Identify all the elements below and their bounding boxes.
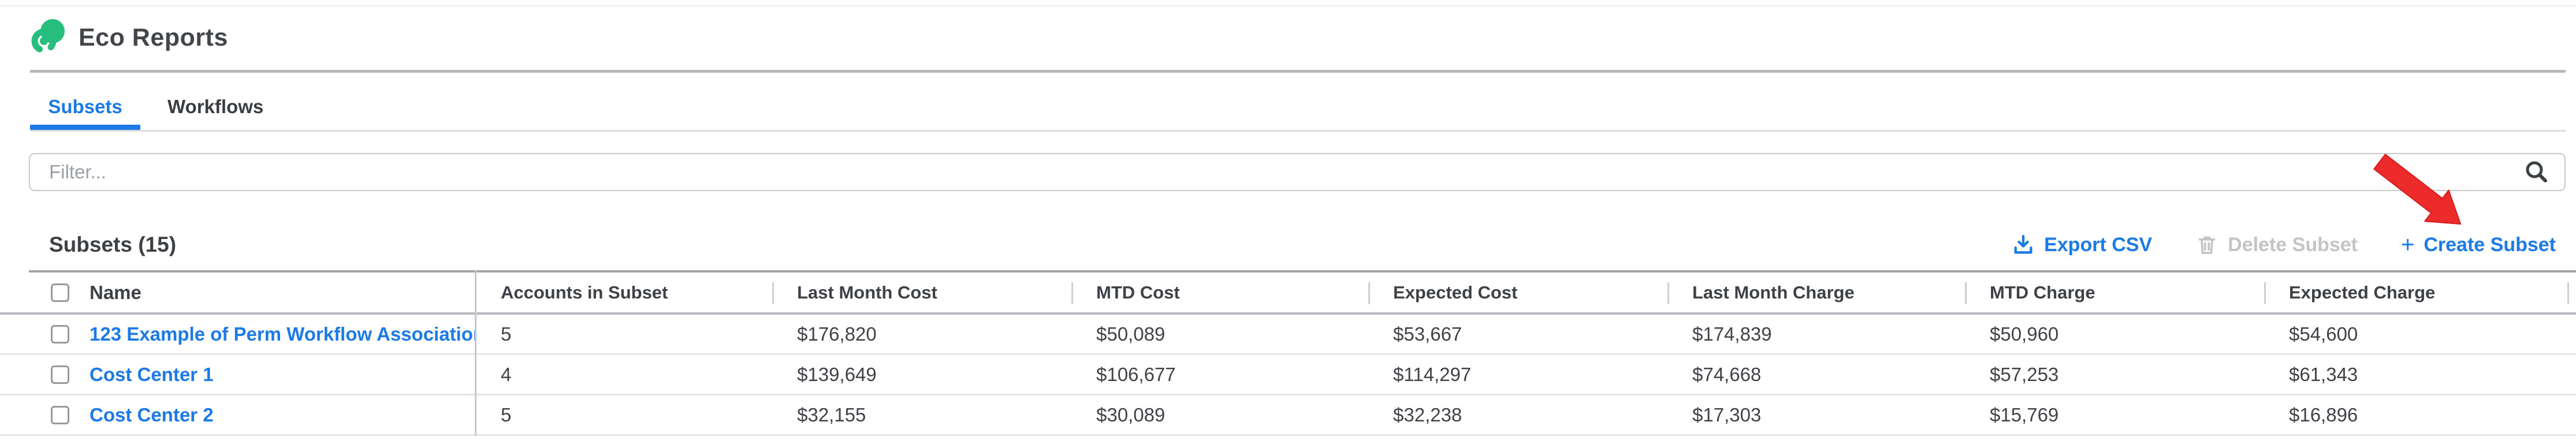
column-header-expected-cost[interactable]: Expected Cost: [1368, 272, 1667, 312]
column-header-last-month-charge-label: Last Month Charge: [1692, 282, 1855, 303]
tab-subsets-label: Subsets: [48, 96, 122, 117]
tab-bar: Subsets Workflows: [30, 89, 263, 124]
table-top-border: [29, 270, 2576, 272]
last-month-cost-cell: $32,155: [797, 404, 866, 425]
tabbar-baseline: [30, 130, 2566, 132]
filter-box: [29, 153, 2566, 191]
delete-subset-label: Delete Subset: [2228, 233, 2358, 256]
column-header-last-month-charge[interactable]: Last Month Charge: [1667, 272, 1965, 312]
table-row: Cost Center 1 4 $139,649 $106,677 $114,2…: [0, 355, 2576, 395]
export-csv-button[interactable]: Export CSV: [2012, 233, 2152, 256]
last-month-charge-cell: $17,303: [1692, 404, 1762, 425]
mtd-cost-cell: $50,089: [1096, 323, 1166, 345]
header-divider: [30, 70, 2566, 73]
mtd-charge-cell: $15,769: [1990, 404, 2059, 425]
column-header-expected-charge[interactable]: Expected Charge: [2264, 272, 2576, 312]
app-header: Eco Reports: [29, 19, 228, 56]
top-hairline: [0, 5, 2576, 6]
expected-charge-cell: $61,343: [2289, 363, 2358, 385]
trash-icon: [2198, 236, 2216, 254]
search-icon[interactable]: [2523, 159, 2549, 185]
column-header-accounts[interactable]: Accounts in Subset: [475, 272, 772, 312]
column-header-accounts-label: Accounts in Subset: [501, 282, 668, 303]
active-tab-underline: [30, 125, 140, 130]
mtd-cost-cell: $30,089: [1096, 404, 1166, 425]
page-title: Eco Reports: [79, 23, 228, 51]
column-header-expected-cost-label: Expected Cost: [1393, 282, 1518, 303]
column-header-mtd-cost-label: MTD Cost: [1096, 282, 1180, 303]
subsets-table: Name Accounts in Subset Last Month Cost …: [0, 270, 2576, 436]
last-month-charge-cell: $174,839: [1692, 323, 1772, 345]
accounts-cell: 5: [501, 323, 512, 345]
filter-input[interactable]: [30, 154, 2523, 190]
column-header-last-month-cost-label: Last Month Cost: [797, 282, 937, 303]
eco-logo-icon: [31, 19, 65, 54]
create-subset-button[interactable]: + Create Subset: [2401, 233, 2556, 256]
delete-subset-button[interactable]: Delete Subset: [2195, 233, 2358, 256]
subset-name-link[interactable]: Cost Center 1: [90, 363, 214, 385]
last-month-cost-cell: $139,649: [797, 363, 877, 385]
accounts-cell: 4: [501, 363, 512, 385]
table-row: 123 Example of Perm Workflow Association…: [0, 315, 2576, 355]
row-checkbox[interactable]: [51, 405, 69, 424]
table-row: Cost Center 2 5 $32,155 $30,089 $32,238 …: [0, 395, 2576, 436]
name-column-divider: [475, 270, 477, 436]
last-month-cost-cell: $176,820: [797, 323, 877, 345]
subset-name-link[interactable]: 123 Example of Perm Workflow Association: [90, 323, 475, 345]
column-header-mtd-charge[interactable]: MTD Charge: [1965, 272, 2264, 312]
tab-workflows[interactable]: Workflows: [167, 96, 263, 118]
column-header-mtd-cost[interactable]: MTD Cost: [1071, 272, 1368, 312]
row-checkbox[interactable]: [51, 365, 69, 384]
tab-subsets[interactable]: Subsets: [30, 96, 140, 118]
export-csv-label: Export CSV: [2044, 233, 2153, 256]
mtd-charge-cell: $57,253: [1990, 363, 2059, 385]
subset-name-link[interactable]: Cost Center 2: [90, 404, 214, 425]
last-month-charge-cell: $74,668: [1692, 363, 1762, 385]
select-all-checkbox[interactable]: [51, 283, 69, 302]
mtd-charge-cell: $50,960: [1990, 323, 2059, 345]
mtd-cost-cell: $106,677: [1096, 363, 1176, 385]
column-header-name-label: Name: [90, 281, 142, 303]
download-icon: [2014, 234, 2032, 254]
accounts-cell: 5: [501, 404, 512, 425]
expected-charge-cell: $16,896: [2289, 404, 2358, 425]
subsets-count-heading: Subsets (15): [49, 233, 177, 256]
row-name-cell: Cost Center 2: [0, 395, 475, 434]
toolbar-actions: Export CSV Delete Subset + Create Subset: [2012, 233, 2556, 256]
expected-cost-cell: $53,667: [1393, 323, 1462, 345]
row-name-cell: Cost Center 1: [0, 355, 475, 394]
column-header-expected-charge-label: Expected Charge: [2289, 282, 2436, 303]
expected-charge-cell: $54,600: [2289, 323, 2358, 345]
column-header-name[interactable]: Name: [0, 272, 475, 312]
list-toolbar: Subsets (15) Export CSV Delete Subset + …: [49, 230, 2556, 260]
column-header-last-month-cost[interactable]: Last Month Cost: [772, 272, 1071, 312]
row-name-cell: 123 Example of Perm Workflow Association: [0, 315, 475, 353]
expected-cost-cell: $32,238: [1393, 404, 1462, 425]
tab-workflows-label: Workflows: [167, 96, 264, 117]
create-subset-label: Create Subset: [2424, 233, 2556, 256]
table-header-row: Name Accounts in Subset Last Month Cost …: [0, 270, 2576, 315]
expected-cost-cell: $114,297: [1393, 363, 1472, 385]
row-checkbox[interactable]: [51, 324, 69, 344]
column-header-mtd-charge-label: MTD Charge: [1990, 282, 2095, 303]
plus-icon: +: [2401, 232, 2415, 257]
